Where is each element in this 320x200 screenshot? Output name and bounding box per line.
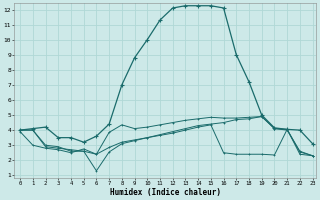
X-axis label: Humidex (Indice chaleur): Humidex (Indice chaleur) (109, 188, 220, 197)
